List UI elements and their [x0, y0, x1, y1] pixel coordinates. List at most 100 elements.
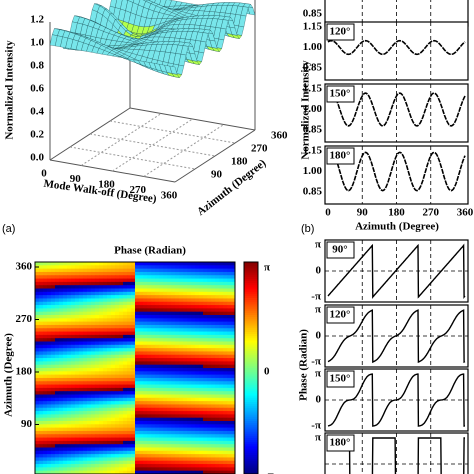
heatmap-cell [143, 301, 148, 306]
heatmap-cell [231, 315, 236, 319]
heatmap-cell [75, 344, 80, 349]
heatmap-cell [35, 328, 40, 332]
heatmap-cell [71, 358, 76, 362]
heatmap-cell [59, 460, 64, 465]
heatmap-cell [171, 321, 176, 326]
colorbar-cell [244, 442, 258, 445]
heatmap-cell [119, 457, 124, 462]
heatmap-cell [107, 298, 112, 303]
heatmap-cell [207, 387, 212, 392]
heatmap-cell [175, 315, 180, 319]
heatmap-cell [143, 374, 148, 379]
heatmap-cell [79, 387, 84, 392]
heatmap-cell [95, 321, 100, 326]
heatmap-cell [55, 430, 60, 435]
heatmap-cell [195, 377, 200, 382]
heatmap-cell [47, 348, 52, 352]
heatmap-cell [143, 384, 148, 389]
heatmap-cell [87, 460, 92, 465]
heatmap-cell [163, 460, 168, 465]
heatmap-cell [155, 467, 160, 472]
heatmap-cell [147, 394, 152, 399]
heatmap-cell [71, 354, 76, 359]
heatmap-cell [167, 354, 172, 359]
heatmap-cell [99, 268, 104, 273]
heatmap-cell [167, 321, 172, 326]
heatmap-cell [143, 460, 148, 465]
heatmap-cell [151, 348, 156, 352]
heatmap-cell [131, 374, 136, 379]
heatmap-cell [203, 464, 208, 468]
heatmap-cell [227, 460, 232, 465]
heatmap-cell [79, 437, 84, 442]
heatmap-cell [135, 460, 140, 465]
heatmap-cell [115, 407, 120, 412]
heatmap-cell [111, 334, 116, 339]
heatmap-cell [83, 361, 88, 366]
y-tick-label: π [315, 368, 321, 380]
heatmap-cell [199, 454, 204, 458]
heatmap-cell [211, 351, 216, 356]
heatmap-cell [115, 397, 120, 402]
heatmap-cell [167, 318, 172, 323]
heatmap-cell [87, 281, 92, 286]
heatmap-cell [187, 281, 192, 286]
heatmap-cell [219, 348, 224, 352]
heatmap-cell [231, 437, 236, 442]
heatmap-cell [87, 467, 92, 472]
heatmap-cell [215, 318, 220, 323]
heatmap-cell [59, 427, 64, 432]
heatmap-cell [131, 278, 136, 283]
heatmap-cell [195, 344, 200, 349]
heatmap-cell [155, 321, 160, 326]
heatmap-cell [59, 447, 64, 452]
heatmap-cell [179, 331, 184, 336]
heatmap-cell [67, 450, 72, 455]
heatmap-cell [219, 407, 224, 412]
heatmap-cell [91, 358, 96, 362]
heatmap-cell [47, 424, 52, 429]
heatmap-cell [231, 281, 236, 286]
heatmap-cell [71, 387, 76, 392]
heatmap-cell [195, 470, 200, 474]
heatmap-cell [179, 315, 184, 319]
heatmap-cell [159, 364, 164, 369]
heatmap-cell [123, 262, 128, 266]
colorbar-cell [244, 302, 258, 305]
heatmap-cell [151, 394, 156, 399]
heatmap-cell [111, 268, 116, 273]
heatmap-cell [207, 444, 212, 448]
heatmap-cell [59, 265, 64, 270]
heatmap-cell [211, 268, 216, 273]
heatmap-cell [59, 470, 64, 474]
heatmap-cell [187, 467, 192, 472]
heatmap-cell [83, 348, 88, 352]
heatmap-cell [219, 262, 224, 266]
heatmap-cell [187, 421, 192, 425]
heatmap-cell [203, 291, 208, 296]
heatmap-cell [39, 285, 44, 289]
heatmap-cell [123, 348, 128, 352]
heatmap-cell [119, 447, 124, 452]
heatmap-cell [115, 331, 120, 336]
colorbar-cell [244, 281, 258, 284]
heatmap-cell [51, 328, 56, 332]
heatmap-cell [127, 334, 132, 339]
heatmap-cell [79, 361, 84, 366]
heatmap-cell [59, 268, 64, 273]
heatmap-cell [179, 397, 184, 402]
heatmap-cell [119, 440, 124, 445]
heatmap-cell [111, 434, 116, 438]
heatmap-cell [83, 288, 88, 293]
heatmap-cell [63, 288, 68, 293]
heatmap-cell [103, 334, 108, 339]
heatmap-cell [87, 358, 92, 362]
heatmap-cell [127, 318, 132, 323]
heatmap-cell [127, 437, 132, 442]
heatmap-cell [127, 315, 132, 319]
heatmap-cell [227, 411, 232, 415]
heatmap-cell [191, 384, 196, 389]
heatmap-cell [119, 268, 124, 273]
heatmap-cell [227, 470, 232, 474]
heatmap-cell [59, 444, 64, 448]
